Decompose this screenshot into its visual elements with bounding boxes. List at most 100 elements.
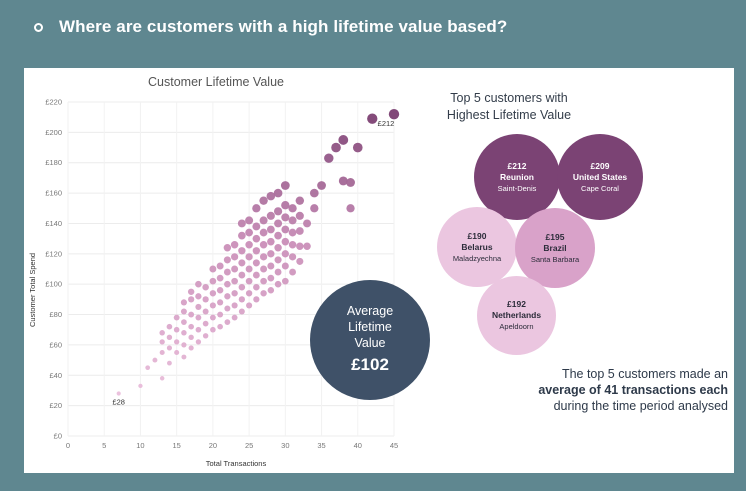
data-point bbox=[202, 296, 209, 303]
data-point bbox=[202, 283, 209, 291]
data-point bbox=[367, 113, 378, 124]
bubble-country: United States bbox=[572, 171, 628, 182]
data-point bbox=[252, 259, 260, 267]
data-point bbox=[324, 153, 334, 163]
data-point bbox=[295, 227, 304, 235]
bubble-city: Saint-Denis bbox=[497, 183, 537, 193]
data-point bbox=[296, 257, 304, 265]
data-point bbox=[346, 204, 355, 213]
average-value-circle: Average Lifetime Value £102 bbox=[310, 280, 430, 400]
data-point bbox=[346, 178, 355, 187]
data-point bbox=[388, 108, 400, 120]
data-point bbox=[281, 237, 290, 246]
x-tick-label: 45 bbox=[390, 441, 398, 450]
summary-line3: during the time period analysed bbox=[553, 399, 728, 413]
data-point bbox=[245, 265, 253, 273]
x-tick-label: 0 bbox=[66, 441, 70, 450]
data-point bbox=[238, 259, 246, 267]
data-point bbox=[159, 330, 165, 336]
data-point bbox=[159, 349, 165, 356]
data-point bbox=[166, 345, 173, 351]
data-point bbox=[216, 274, 224, 282]
data-point bbox=[180, 299, 188, 306]
top-customer-bubble-5: £192 Netherlands Apeldoorn bbox=[477, 276, 556, 355]
data-point bbox=[195, 303, 202, 310]
data-point bbox=[288, 228, 297, 237]
data-point bbox=[338, 135, 349, 145]
y-tick-label: £100 bbox=[45, 280, 62, 289]
summary-line1: The top 5 customers made an bbox=[561, 367, 728, 381]
x-tick-label: 40 bbox=[354, 441, 362, 450]
top-customer-bubble-1: £212 Reunion Saint-Denis bbox=[474, 134, 560, 220]
data-point bbox=[253, 296, 260, 303]
top-customer-bubble-2: £209 United States Cape Coral bbox=[557, 134, 643, 220]
x-tick-label: 5 bbox=[102, 441, 106, 450]
y-tick-label: £200 bbox=[45, 128, 62, 137]
data-point bbox=[273, 188, 283, 198]
data-point bbox=[173, 326, 180, 333]
chart-title: Customer Lifetime Value bbox=[148, 75, 284, 89]
x-axis-label: Total Transactions bbox=[206, 459, 267, 468]
data-point bbox=[253, 283, 260, 291]
bubble-amount: £192 bbox=[507, 299, 526, 309]
y-tick-label: £160 bbox=[45, 189, 62, 198]
data-point bbox=[281, 250, 289, 258]
data-point bbox=[238, 296, 245, 303]
data-point bbox=[145, 365, 151, 371]
data-point bbox=[181, 342, 187, 348]
top5-title-line1: Top 5 customers with bbox=[450, 91, 568, 105]
data-point bbox=[188, 345, 194, 351]
data-point bbox=[260, 265, 268, 273]
data-point bbox=[173, 314, 180, 321]
data-point bbox=[266, 191, 276, 201]
data-point bbox=[202, 333, 209, 339]
data-point bbox=[195, 280, 202, 288]
bubble-amount: £209 bbox=[590, 160, 610, 171]
y-tick-label: £140 bbox=[45, 219, 62, 228]
annotation-label: £212 bbox=[378, 119, 395, 128]
bubble-amount: £212 bbox=[507, 160, 527, 171]
data-point bbox=[245, 228, 253, 237]
data-point bbox=[260, 290, 267, 297]
data-point bbox=[266, 211, 275, 220]
data-point bbox=[252, 222, 261, 231]
data-point bbox=[167, 360, 172, 366]
data-point bbox=[217, 323, 223, 330]
data-point bbox=[266, 225, 275, 234]
data-point bbox=[216, 287, 224, 294]
data-point bbox=[238, 308, 245, 315]
data-point bbox=[259, 196, 268, 205]
data-point bbox=[209, 277, 217, 285]
data-point bbox=[195, 326, 202, 333]
average-value: £102 bbox=[351, 355, 389, 374]
data-point bbox=[174, 349, 180, 356]
data-point bbox=[296, 242, 304, 250]
data-point bbox=[280, 181, 290, 190]
data-point bbox=[202, 320, 209, 327]
x-tick-label: 10 bbox=[136, 441, 144, 450]
data-point bbox=[159, 339, 165, 345]
average-label-line3: Value bbox=[354, 336, 386, 350]
y-tick-label: £120 bbox=[45, 249, 62, 258]
data-point bbox=[309, 188, 319, 198]
data-point bbox=[289, 268, 297, 276]
data-point bbox=[252, 271, 260, 279]
data-point bbox=[174, 339, 180, 345]
top5-title: Top 5 customers with Highest Lifetime Va… bbox=[418, 90, 600, 124]
top-customer-bubble-3: £190 Belarus Maladzyechna bbox=[437, 207, 517, 287]
data-point bbox=[231, 277, 238, 285]
y-tick-label: £180 bbox=[45, 158, 62, 167]
x-tick-label: 15 bbox=[172, 441, 180, 450]
data-point bbox=[230, 240, 239, 249]
top-customer-bubble-4: £195 Brazil Santa Barbara bbox=[515, 208, 595, 288]
data-point bbox=[274, 268, 282, 276]
data-point bbox=[331, 142, 341, 153]
data-point bbox=[237, 219, 246, 228]
data-point bbox=[303, 242, 311, 250]
data-point bbox=[310, 204, 319, 213]
data-point bbox=[295, 211, 304, 220]
data-points bbox=[116, 108, 400, 396]
data-point bbox=[180, 308, 187, 315]
data-point bbox=[188, 296, 195, 303]
y-axis-ticks: £0 £20 £40 £60 £80 £100 £120 £140 £160 £180 £200 £2… bbox=[45, 98, 62, 441]
